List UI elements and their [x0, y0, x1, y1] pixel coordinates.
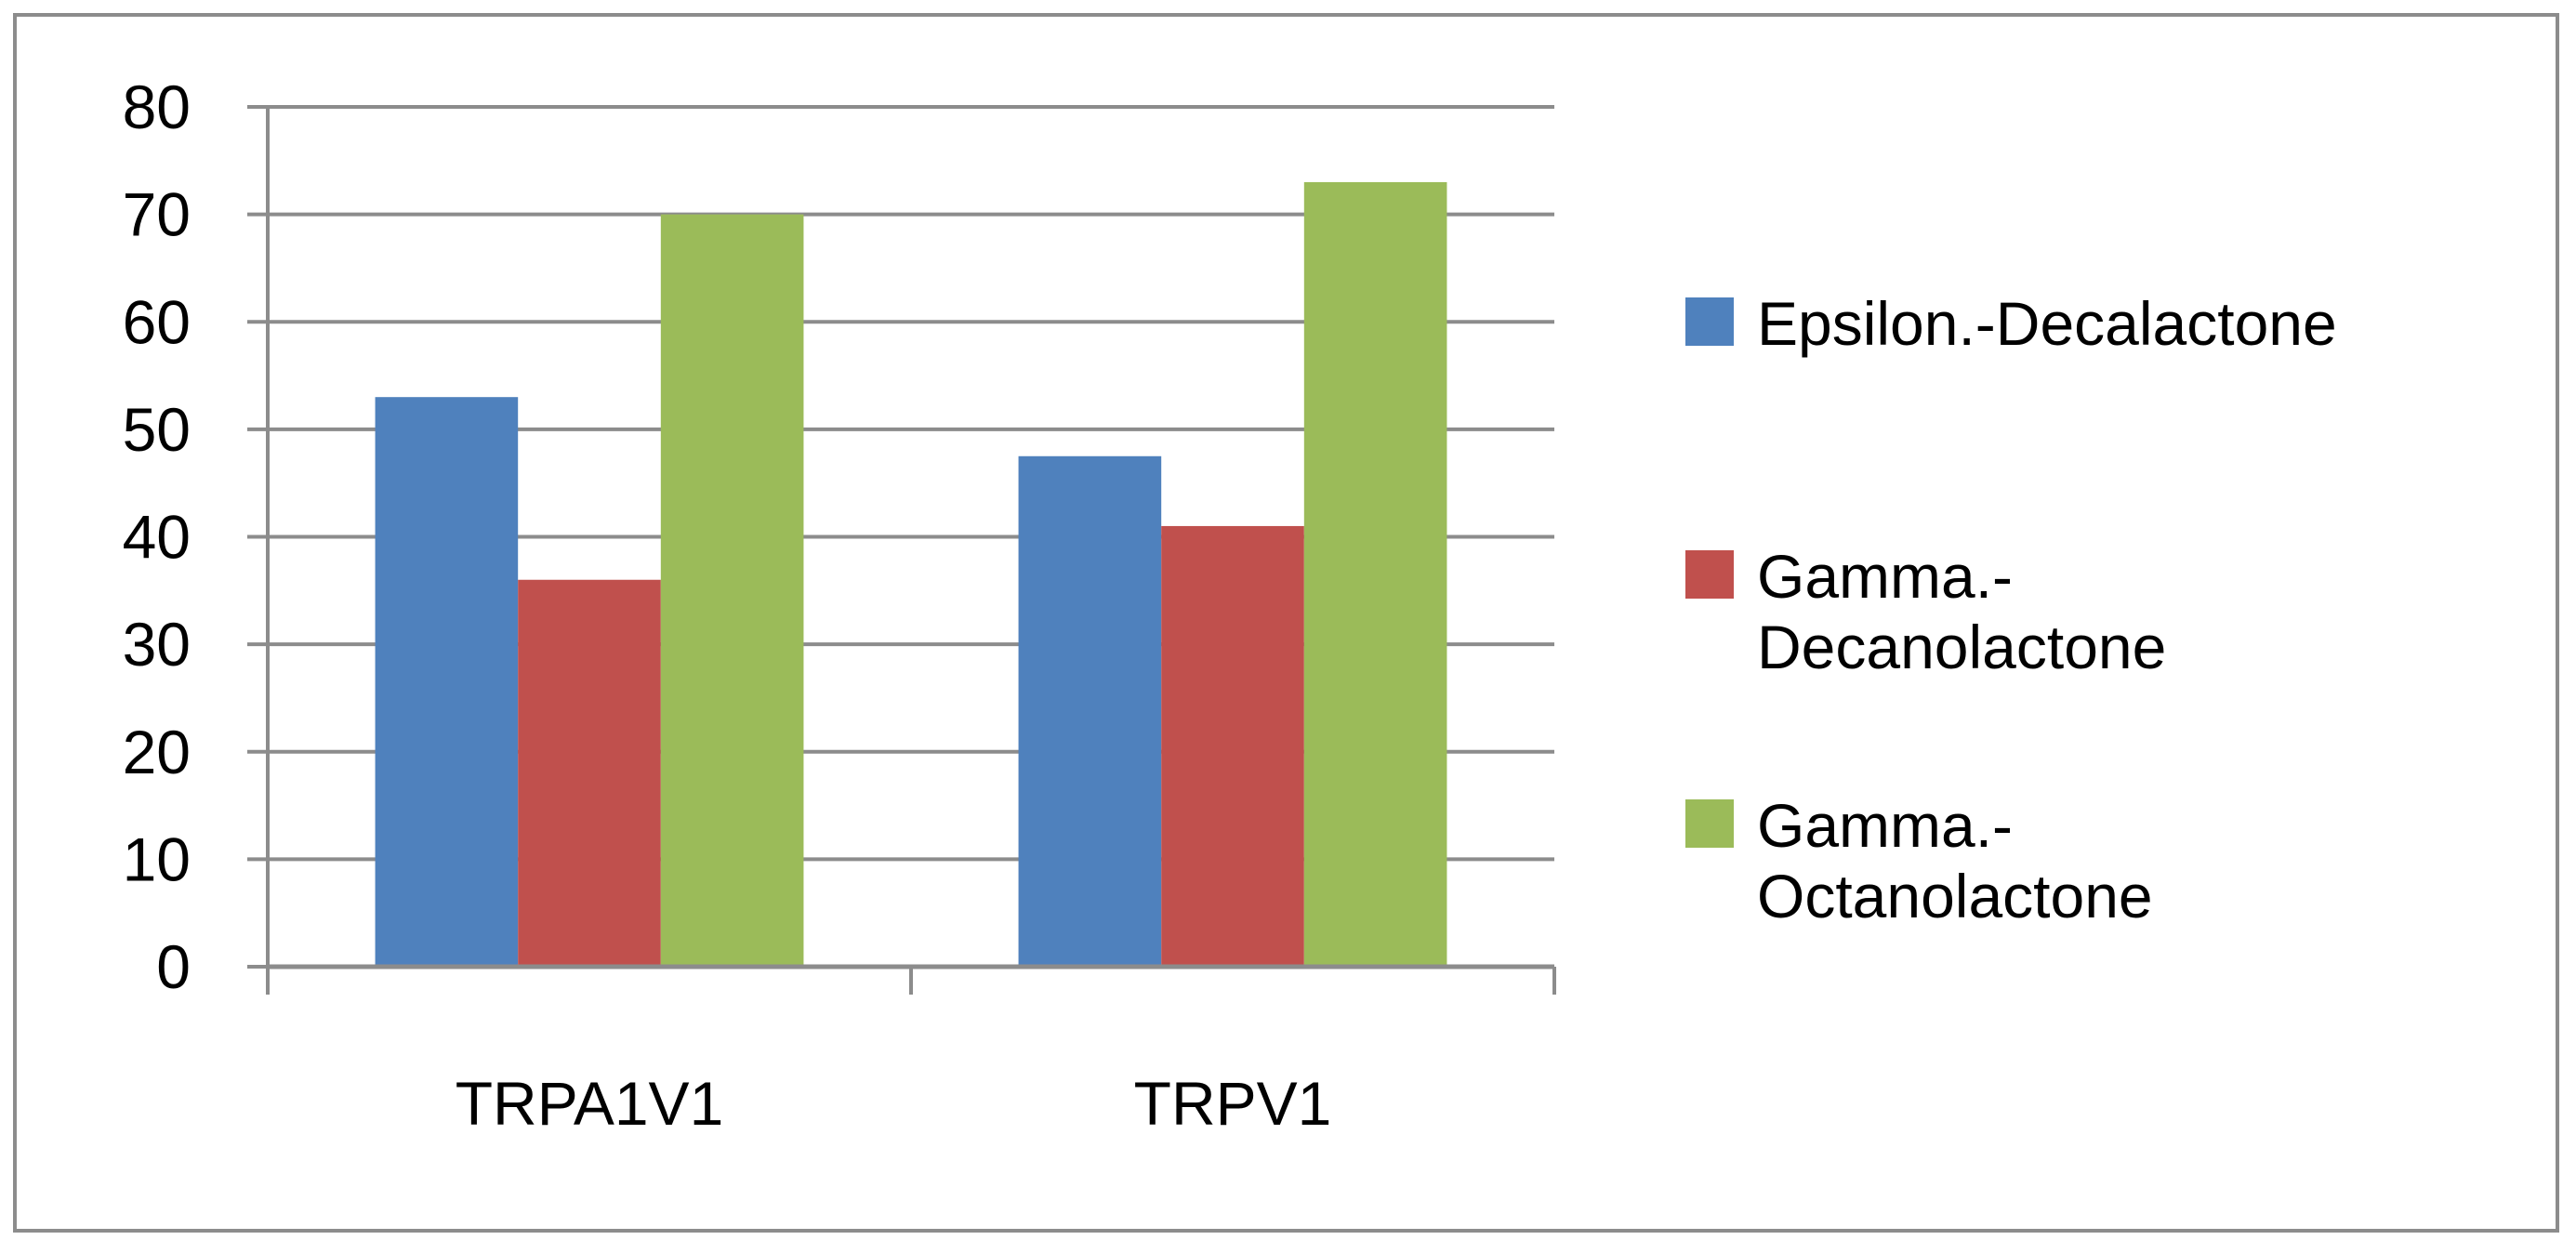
bar — [1303, 181, 1447, 967]
bars — [375, 181, 1447, 967]
legend-label: Gamma.- — [1757, 791, 2013, 860]
y-tick-label: 40 — [123, 503, 191, 572]
axes: 0 10 20 30 40 50 60 70 80 TRPA1V1 TRPV1 — [123, 73, 1556, 1138]
legend-swatch — [1685, 799, 1734, 848]
bar — [1161, 525, 1304, 967]
x-category-label: TRPV1 — [1134, 1069, 1332, 1138]
y-tick-label: 0 — [156, 932, 191, 1001]
legend-swatch — [1685, 550, 1734, 599]
bar — [375, 397, 519, 967]
y-tick-label: 80 — [123, 73, 191, 141]
legend-label: Decanolactone — [1757, 613, 2166, 681]
legend: Epsilon.-DecalactoneGamma.-Decanolactone… — [1685, 289, 2337, 930]
legend-label: Gamma.- — [1757, 542, 2013, 611]
y-tick-label: 10 — [123, 824, 191, 893]
y-tick-label: 30 — [123, 610, 191, 679]
y-tick-label: 50 — [123, 395, 191, 464]
bar — [660, 214, 804, 967]
y-tick-label: 70 — [123, 180, 191, 249]
y-tick-label: 20 — [123, 718, 191, 786]
y-tick-label: 60 — [123, 287, 191, 356]
legend-label: Epsilon.-Decalactone — [1757, 289, 2337, 358]
legend-label: Octanolactone — [1757, 862, 2153, 930]
bar — [1018, 455, 1162, 967]
legend-swatch — [1685, 297, 1734, 346]
x-category-label: TRPA1V1 — [456, 1069, 724, 1138]
bar — [518, 579, 661, 967]
